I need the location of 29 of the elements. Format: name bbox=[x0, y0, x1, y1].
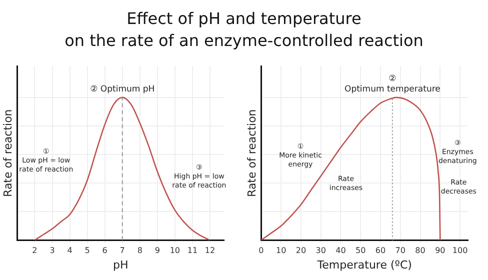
x-tick-label: 12 bbox=[204, 246, 216, 256]
x-tick-label: 4 bbox=[67, 246, 72, 256]
x-tick-label: 3 bbox=[50, 246, 55, 256]
x-tick-label: 80 bbox=[415, 246, 426, 256]
x-tick-label: 60 bbox=[375, 246, 386, 256]
x-axis-title: Temperature (ºC) bbox=[316, 258, 412, 272]
annotation: ② Optimum pH bbox=[90, 84, 155, 94]
x-tick-label: 5 bbox=[84, 246, 90, 256]
y-axis-title: Rate of reaction bbox=[245, 109, 258, 197]
x-tick-label: 0 bbox=[258, 246, 264, 256]
x-tick-label: 10 bbox=[170, 246, 180, 256]
x-tick-label: 11 bbox=[187, 246, 198, 256]
x-tick-label: 6 bbox=[102, 246, 108, 256]
x-tick-label: 100 bbox=[452, 246, 468, 256]
x-tick-label: 50 bbox=[356, 246, 366, 256]
x-tick-label: 30 bbox=[316, 246, 326, 256]
x-tick-label: 9 bbox=[154, 246, 160, 256]
x-axis-title: pH bbox=[112, 258, 128, 272]
x-tick-label: 40 bbox=[336, 246, 346, 256]
x-tick-label: 7 bbox=[120, 246, 125, 256]
x-tick-label: 20 bbox=[296, 246, 306, 256]
x-tick-label: 2 bbox=[32, 246, 38, 256]
annotation: ② Optimum temperature bbox=[344, 74, 440, 94]
x-tick-label: 10 bbox=[276, 246, 286, 256]
x-tick-label: 70 bbox=[395, 246, 406, 256]
chart-title: Effect of pH and temperature on the rate of an enzyme-controlled reaction bbox=[64, 8, 424, 52]
x-tick-label: 90 bbox=[435, 246, 446, 256]
x-tick-label: 8 bbox=[137, 246, 142, 256]
y-axis-title: Rate of reaction bbox=[1, 109, 14, 197]
